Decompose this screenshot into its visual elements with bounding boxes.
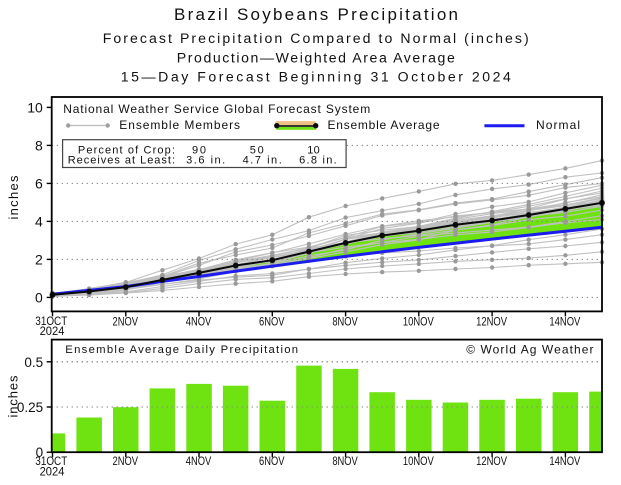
svg-text:6: 6 <box>35 175 43 191</box>
svg-text:Forecast Precipitation Compare: Forecast Precipitation Compared to Norma… <box>103 30 529 46</box>
svg-text:National Weather Service Globa: National Weather Service Global Forecast… <box>63 102 370 116</box>
svg-text:14NOV: 14NOV <box>549 315 580 329</box>
svg-text:2: 2 <box>35 251 43 267</box>
svg-text:8NOV: 8NOV <box>332 315 358 329</box>
svg-text:Percent of Crop:: Percent of Crop: <box>78 144 175 156</box>
svg-text:2024: 2024 <box>40 324 65 338</box>
svg-text:Normal: Normal <box>536 118 580 132</box>
svg-text:inches: inches <box>6 375 21 418</box>
svg-text:50: 50 <box>250 144 264 156</box>
svg-text:12NOV: 12NOV <box>476 315 507 329</box>
svg-text:inches: inches <box>6 175 21 220</box>
svg-text:© World Ag Weather: © World Ag Weather <box>466 343 593 357</box>
svg-text:6NOV: 6NOV <box>259 454 285 468</box>
svg-text:2024: 2024 <box>40 465 65 479</box>
svg-text:0.25: 0.25 <box>17 400 43 415</box>
svg-text:10: 10 <box>307 144 320 156</box>
svg-text:31OCT: 31OCT <box>35 454 68 468</box>
svg-text:Ensemble Members: Ensemble Members <box>119 118 240 132</box>
svg-text:90: 90 <box>192 144 206 156</box>
svg-text:2NOV: 2NOV <box>113 315 139 329</box>
svg-text:10NOV: 10NOV <box>403 454 434 468</box>
svg-text:Brazil Soybeans Precipitation: Brazil Soybeans Precipitation <box>174 5 458 24</box>
svg-text:6NOV: 6NOV <box>259 315 285 329</box>
svg-text:6.8 in.: 6.8 in. <box>299 154 337 166</box>
svg-text:2NOV: 2NOV <box>113 454 139 468</box>
svg-text:4NOV: 4NOV <box>186 454 212 468</box>
svg-text:0.5: 0.5 <box>24 355 43 370</box>
svg-text:0: 0 <box>36 445 44 460</box>
svg-text:Ensemble Average Daily Precipi: Ensemble Average Daily Precipitation <box>65 344 298 356</box>
svg-text:10NOV: 10NOV <box>403 315 434 329</box>
svg-text:Ensemble Average: Ensemble Average <box>328 118 440 132</box>
svg-text:31OCT: 31OCT <box>35 314 68 328</box>
svg-text:Production—Weighted Area Avera: Production—Weighted Area Average <box>177 49 455 65</box>
svg-text:4NOV: 4NOV <box>186 315 212 329</box>
svg-text:Receives at Least:: Receives at Least: <box>68 154 175 166</box>
svg-text:8: 8 <box>35 137 43 153</box>
svg-text:3.6 in.: 3.6 in. <box>186 154 225 166</box>
svg-text:8NOV: 8NOV <box>332 454 358 468</box>
svg-text:0: 0 <box>35 289 43 305</box>
svg-text:4: 4 <box>35 213 43 229</box>
svg-text:12NOV: 12NOV <box>476 454 507 468</box>
svg-text:14NOV: 14NOV <box>549 454 580 468</box>
svg-text:4.7 in.: 4.7 in. <box>243 154 282 166</box>
svg-text:10: 10 <box>27 99 43 115</box>
